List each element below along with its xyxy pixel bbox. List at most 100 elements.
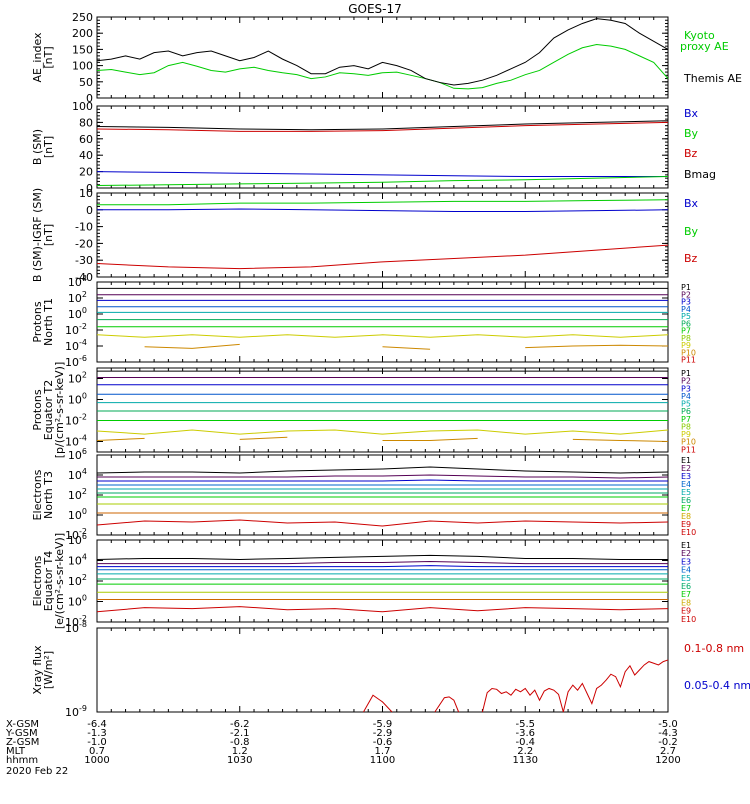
y-tick-label: -10 xyxy=(75,221,93,234)
axis-row-value: -2.1 xyxy=(230,728,250,739)
axis-row-value: -1.3 xyxy=(87,728,107,739)
y-axis-label: B (SM)-IGRF (SM) xyxy=(31,188,44,282)
legend-item: P7 xyxy=(681,415,691,424)
legend-item: 0.1-0.8 nm xyxy=(684,642,744,655)
legend-item: E3 xyxy=(681,472,691,481)
legend-item: P11 xyxy=(681,445,696,454)
legend-item: E9 xyxy=(681,520,691,529)
series-line xyxy=(97,208,669,212)
legend-item: P9 xyxy=(681,430,691,439)
series-line xyxy=(97,479,668,482)
series-bz xyxy=(96,121,669,132)
y-tick-label: 200 xyxy=(72,27,93,40)
y-tick-label: 104 xyxy=(68,274,87,289)
axis-row-value: 1100 xyxy=(370,755,395,766)
y-axis-label: Electrons xyxy=(31,555,44,606)
series-line xyxy=(96,554,668,560)
legend-item: Bz xyxy=(684,252,698,265)
legend-item: P10 xyxy=(681,438,696,447)
y-tick-label: 0 xyxy=(86,204,93,217)
date-label: 2020 Feb 22 xyxy=(6,766,68,777)
axis-row-value: 1000 xyxy=(84,755,109,766)
legend-item: P5 xyxy=(681,312,691,321)
series-line xyxy=(363,694,393,713)
series-p9 xyxy=(144,343,669,350)
y-tick-label: 102 xyxy=(68,487,87,502)
y-tick-label: 104 xyxy=(68,553,87,568)
y-tick-exponent: 0 xyxy=(82,507,87,516)
series-e10 xyxy=(96,519,669,527)
legend-item: P2 xyxy=(681,290,691,299)
series-line xyxy=(96,466,669,474)
y-tick-exponent: -4 xyxy=(79,434,87,443)
series-bx xyxy=(96,171,668,178)
y-tick-base: 10 xyxy=(68,534,82,547)
legend-item: P2 xyxy=(681,377,691,386)
y-tick-exponent: 0 xyxy=(82,306,87,315)
legend: Bx By Bz xyxy=(684,197,699,265)
series-p9 xyxy=(96,436,669,442)
y-axis-label: [W/m²] xyxy=(42,651,55,689)
y-tick-base: 10 xyxy=(68,373,82,386)
series-line xyxy=(572,438,669,442)
y-tick-base: 10 xyxy=(65,340,79,353)
legend-item: P8 xyxy=(681,422,691,431)
y-tick-label: 100 xyxy=(68,507,87,522)
y-tick-exponent: 0 xyxy=(82,392,87,401)
legend: 0.1-0.8 nm 0.05-0.4 nm xyxy=(684,642,750,692)
y-tick-base: 10 xyxy=(68,469,82,482)
legend-item: E8 xyxy=(681,512,691,521)
axis-row-value: -0.4 xyxy=(515,737,535,748)
legend-item: P5 xyxy=(681,400,691,409)
chart-title: GOES-17 xyxy=(348,2,402,16)
y-axis-label: North T3 xyxy=(42,471,55,519)
axis-row-value: -5.9 xyxy=(373,719,393,730)
y-axis-label: [e/(cm²-s-sr-keV)] xyxy=(53,533,66,629)
y-tick-exponent: 2 xyxy=(82,290,87,299)
legend-item: E4 xyxy=(681,566,691,575)
series-line xyxy=(96,244,669,270)
panel-frame xyxy=(96,16,669,99)
legend-item: P6 xyxy=(681,407,691,416)
legend-item: P10 xyxy=(681,348,696,357)
legend-item: P6 xyxy=(681,319,691,328)
y-tick-exponent: 6 xyxy=(82,447,87,456)
y-tick-exponent: -2 xyxy=(79,322,87,331)
axis-row-value: -5.0 xyxy=(658,719,678,730)
y-tick-label: 250 xyxy=(72,11,93,24)
y-tick-label: 20 xyxy=(79,166,93,179)
series-line xyxy=(96,429,669,435)
panel-frame xyxy=(96,627,669,713)
y-tick-base: 10 xyxy=(68,509,82,522)
y-tick-label: 10-2 xyxy=(65,322,87,337)
y-tick-label: 60 xyxy=(79,133,93,146)
legend-item: E10 xyxy=(681,615,696,624)
legend-item: P11 xyxy=(681,356,696,365)
legend-item: E4 xyxy=(681,480,691,489)
x-axis-ephemeris: X-GSM -6.4 -6.2 -5.9 -5.5 -5.0 Y-GSM -1.3 -2.1 -2… xyxy=(5,719,681,777)
y-tick-label: 106 xyxy=(68,532,87,547)
y-tick-base: 10 xyxy=(65,415,79,428)
axis-row-value: -0.8 xyxy=(230,737,250,748)
axis-row-value: 1.2 xyxy=(232,746,248,757)
y-tick-exponent: -2 xyxy=(79,527,87,536)
series-e1 xyxy=(96,466,669,474)
y-tick-label: 10-2 xyxy=(65,614,87,629)
legend-item: P1 xyxy=(681,283,691,292)
series-p8 xyxy=(96,429,669,435)
axis-row-value: 2.7 xyxy=(660,746,676,757)
y-tick-label: 106 xyxy=(68,447,87,462)
legend-item: P7 xyxy=(681,327,691,336)
series-by xyxy=(97,199,669,206)
y-axis-label: Electrons xyxy=(31,469,44,520)
legend-item: E6 xyxy=(681,496,691,505)
y-tick-base: 10 xyxy=(65,324,79,337)
series-line xyxy=(96,606,669,613)
y-tick-label: 150 xyxy=(72,43,93,56)
y-tick-label: 10-2 xyxy=(65,413,87,428)
